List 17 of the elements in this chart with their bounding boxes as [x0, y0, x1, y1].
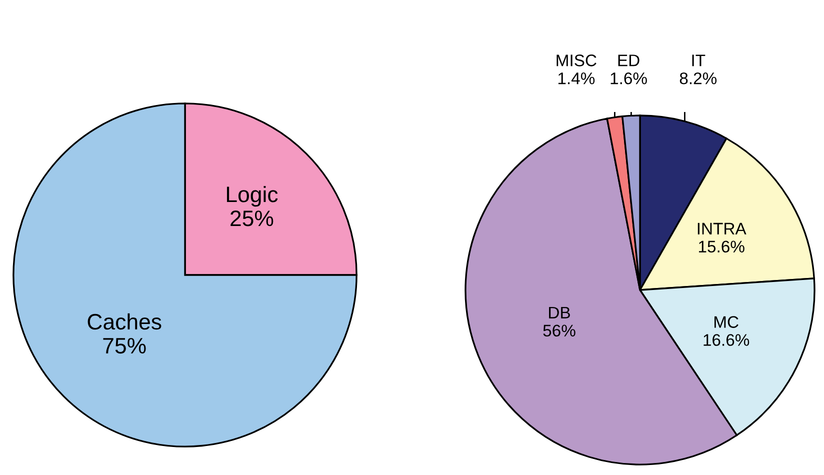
- slice-label: ED: [618, 54, 640, 66]
- slice-label: DB: [549, 306, 570, 318]
- slice-label: MISC: [556, 54, 596, 66]
- pie-slice: [12, 102, 358, 448]
- data-label: 75%: [103, 338, 146, 354]
- slice-label: Caches: [88, 313, 162, 330]
- data-label: 16.6%: [704, 334, 750, 346]
- slice-label: MC: [714, 316, 738, 328]
- slice-label: INTRA: [698, 222, 746, 234]
- data-label: 1.4%: [558, 72, 595, 84]
- data-label: 8.2%: [680, 72, 717, 84]
- data-label: 25%: [230, 210, 274, 226]
- slice-label: Logic: [226, 186, 278, 207]
- data-label: 15.6%: [698, 240, 744, 253]
- data-label: 56%: [543, 324, 576, 337]
- slice-label: IT: [692, 54, 706, 66]
- data-label: 1.6%: [610, 72, 647, 84]
